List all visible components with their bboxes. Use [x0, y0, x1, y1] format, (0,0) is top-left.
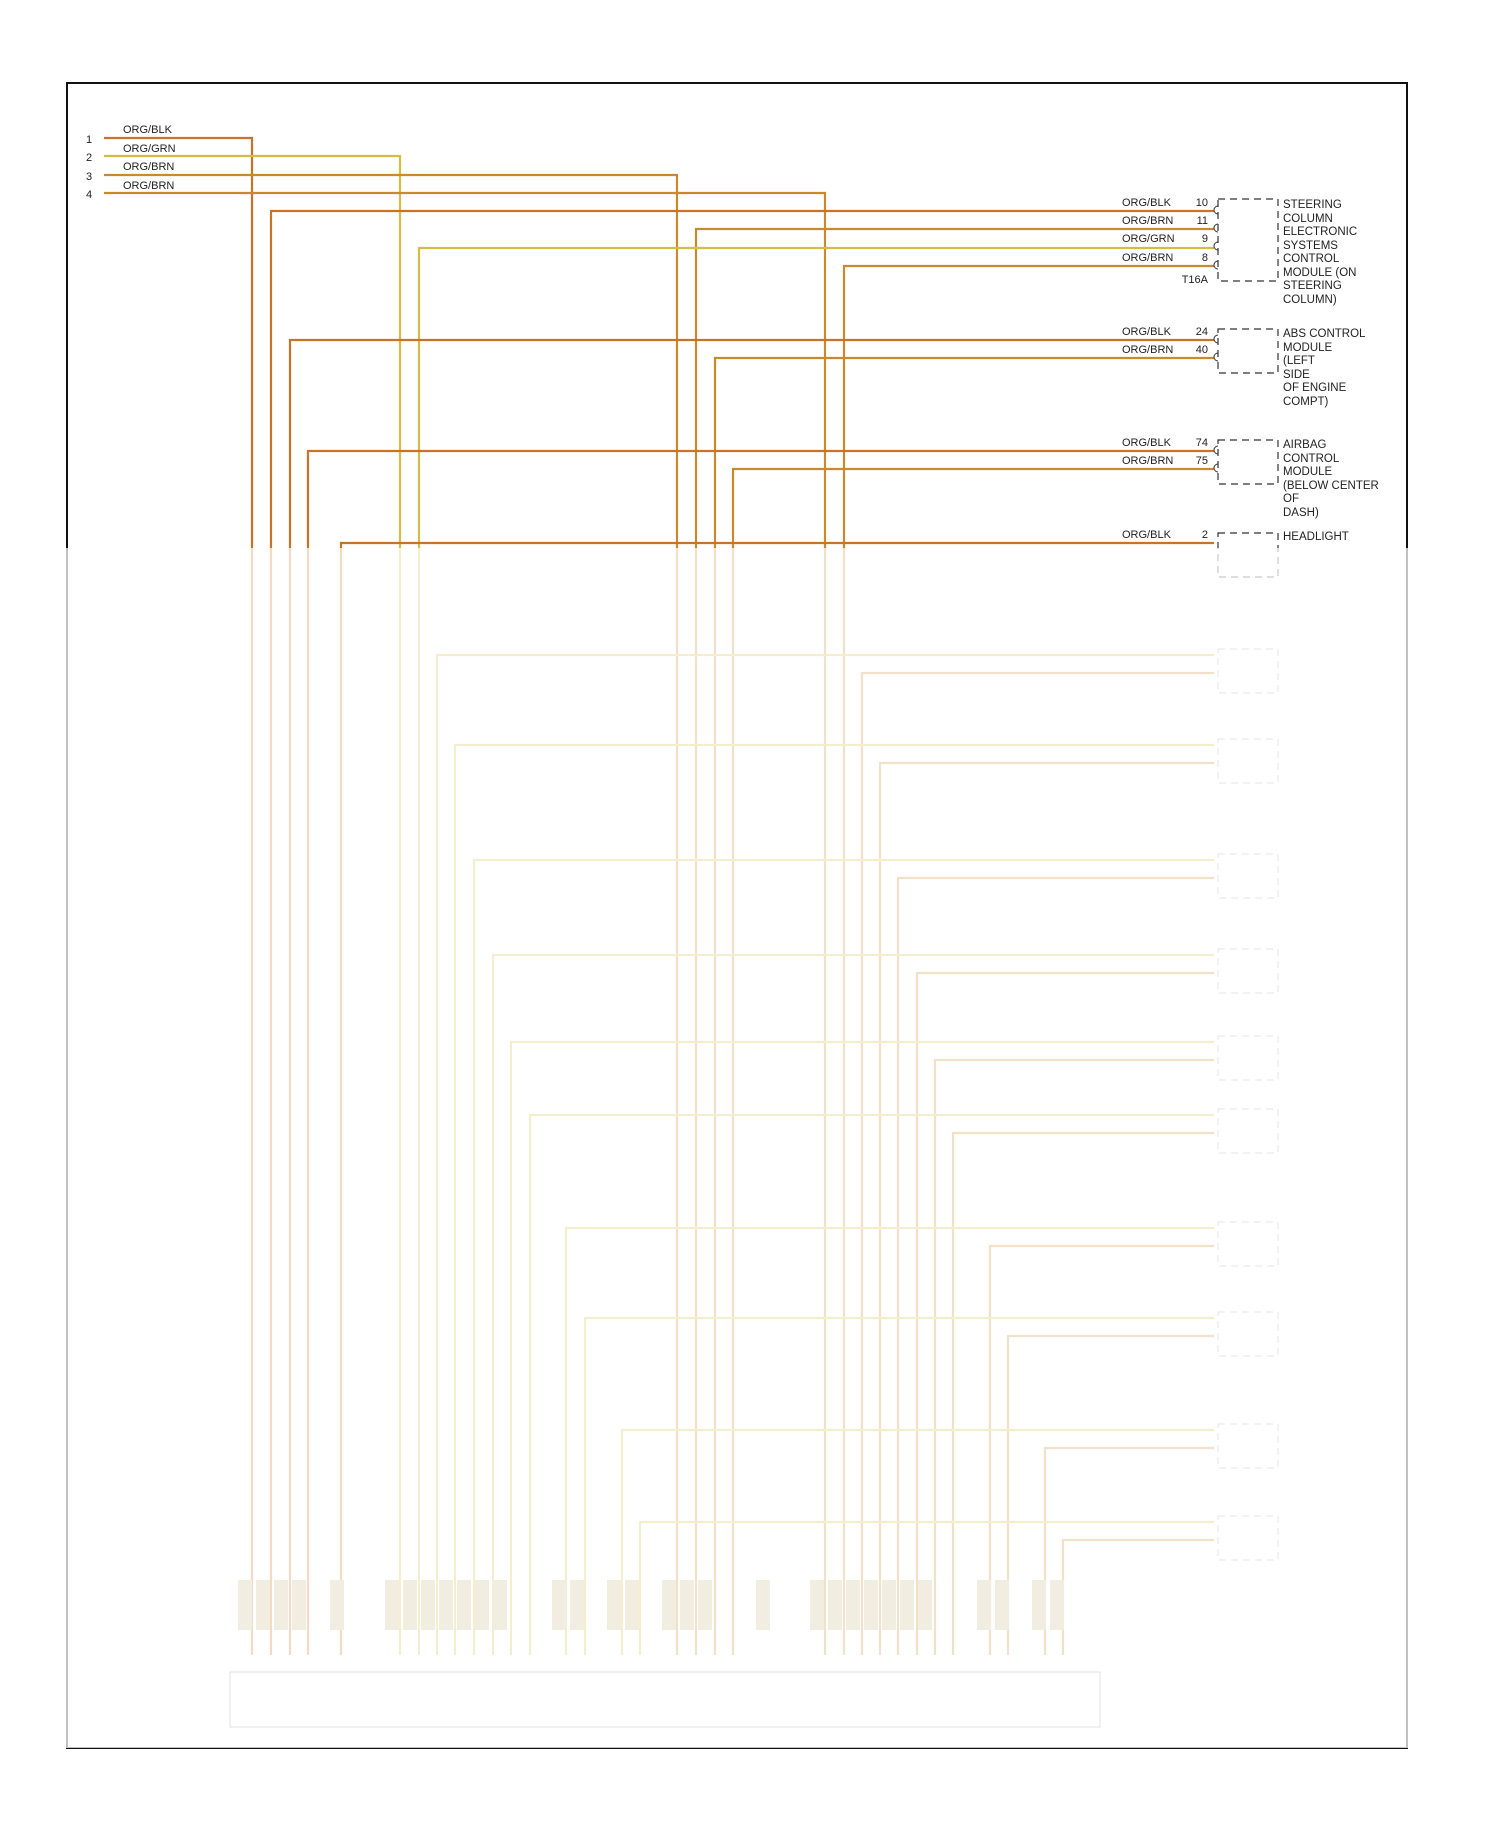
- steering-column-module: ORG/BLK 10 ORG/BRN 11 ORG/GRN 9 ORG/BRN …: [1122, 197, 1357, 306]
- left-pin-number: 1: [86, 134, 92, 146]
- module-name-line: SIDE: [1283, 369, 1310, 381]
- left-pin-list: 1 ORG/BLK 2 ORG/GRN 3 ORG/BRN 4 ORG/BRN: [86, 124, 176, 201]
- left-pin-color: ORG/BRN: [123, 161, 174, 173]
- module-name-line: SYSTEMS: [1283, 240, 1338, 252]
- module-name-line: HEADLIGHT: [1283, 531, 1349, 543]
- module-name-line: (BELOW CENTER: [1283, 480, 1379, 492]
- module-name-line: ELECTRONIC: [1283, 226, 1357, 238]
- connector-brackets: [1213, 205, 1219, 270]
- module-name-line: COLUMN): [1283, 294, 1337, 306]
- abs-control-module: ORG/BLK 24 ORG/BRN 40 ABS CONTROL MODULE…: [1122, 326, 1366, 408]
- module-name-line: AIRBAG: [1283, 439, 1327, 451]
- pin-number: 8: [1202, 252, 1208, 264]
- module-name-line: STEERING: [1283, 280, 1342, 292]
- wire-color-label: ORG/BLK: [1122, 197, 1172, 209]
- pin-number: 24: [1196, 326, 1208, 338]
- module-name-line: STEERING: [1283, 199, 1342, 211]
- wire-color-label: ORG/BRN: [1122, 455, 1173, 467]
- module-name-line: ABS CONTROL: [1283, 328, 1366, 340]
- pin-number: 9: [1202, 233, 1208, 245]
- wire-color-label: ORG/GRN: [1122, 233, 1175, 245]
- module-name-line: CONTROL: [1283, 453, 1340, 465]
- module-name-line: OF ENGINE: [1283, 382, 1347, 394]
- module-name-line: MODULE: [1283, 342, 1333, 354]
- module-dashed-box: [1217, 328, 1279, 374]
- wire-color-label: ORG/BRN: [1122, 215, 1173, 227]
- module-name-line: COMPT): [1283, 396, 1329, 408]
- pin-number: 74: [1196, 437, 1208, 449]
- left-pin-color: ORG/BLK: [123, 124, 173, 136]
- module-name-line: (LEFT: [1283, 355, 1315, 367]
- module-name-line: COLUMN: [1283, 213, 1333, 225]
- connector-id: T16A: [1182, 274, 1209, 286]
- pin-number: 75: [1196, 455, 1208, 467]
- pin-number: 11: [1197, 215, 1208, 227]
- module-dashed-box: [1217, 439, 1279, 485]
- blurred-lower-region: [62, 548, 1414, 1748]
- left-pin-color: ORG/BRN: [123, 180, 174, 192]
- left-pin-number: 4: [86, 189, 92, 201]
- module-name-line: DASH): [1283, 507, 1319, 519]
- module-name-line: CONTROL: [1283, 253, 1340, 265]
- wire-color-label: ORG/BLK: [1122, 437, 1172, 449]
- wire-color-label: ORG/BLK: [1122, 529, 1172, 541]
- left-pin-color: ORG/GRN: [123, 143, 176, 155]
- pin-number: 2: [1202, 529, 1208, 541]
- module-name-line: OF: [1283, 493, 1299, 505]
- wire-color-label: ORG/BRN: [1122, 252, 1173, 264]
- connector-brackets: [1213, 445, 1219, 473]
- wire-color-label: ORG/BLK: [1122, 326, 1172, 338]
- connector-brackets: [1213, 334, 1219, 362]
- left-pin-number: 2: [86, 152, 92, 164]
- wire-color-label: ORG/BRN: [1122, 344, 1173, 356]
- headlight-module: ORG/BLK 2 HEADLIGHT: [1122, 529, 1349, 578]
- pin-number: 40: [1196, 344, 1208, 356]
- module-name-line: MODULE: [1283, 466, 1333, 478]
- left-pin-number: 3: [86, 171, 92, 183]
- airbag-control-module: ORG/BLK 74 ORG/BRN 75 AIRBAG CONTROL MOD…: [1122, 437, 1379, 519]
- module-name-line: MODULE (ON: [1283, 267, 1356, 279]
- pin-number: 10: [1196, 197, 1208, 209]
- module-dashed-box: [1217, 198, 1279, 282]
